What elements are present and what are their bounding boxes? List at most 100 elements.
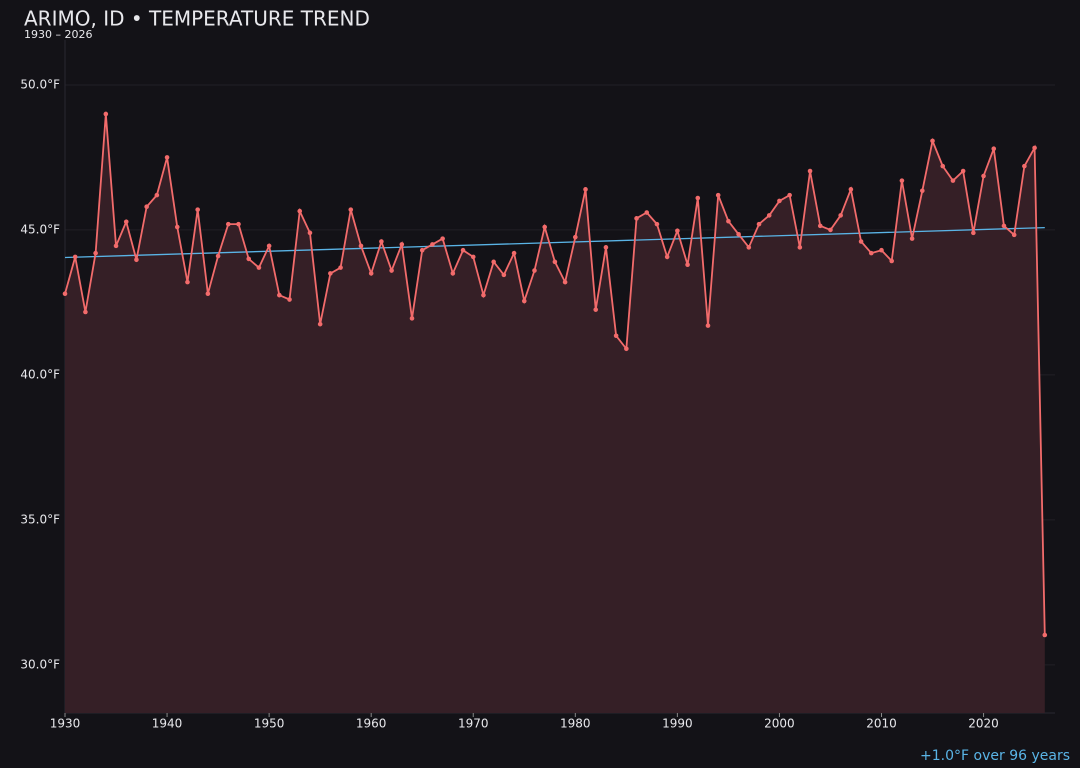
trend-annotation: +1.0°F over 96 years — [920, 748, 1070, 764]
point — [1022, 163, 1027, 169]
point — [613, 333, 619, 339]
point — [675, 228, 680, 234]
x-tick-label: 1960 — [356, 717, 387, 731]
point — [460, 247, 466, 253]
point — [511, 250, 517, 256]
point — [583, 187, 588, 192]
y-tick-label: 50.0°F — [20, 77, 60, 91]
point — [797, 245, 803, 250]
point — [307, 230, 313, 236]
point — [909, 236, 915, 241]
point — [930, 138, 935, 144]
point — [817, 223, 823, 229]
point — [889, 258, 895, 264]
point — [521, 298, 527, 304]
point — [1042, 632, 1048, 638]
point — [83, 309, 88, 315]
point — [123, 219, 129, 225]
point — [358, 243, 364, 249]
point — [103, 111, 109, 117]
point — [501, 272, 507, 278]
point — [858, 239, 864, 244]
point — [552, 259, 558, 265]
point — [573, 234, 578, 240]
point — [379, 239, 384, 244]
point — [562, 279, 568, 285]
point — [154, 192, 160, 198]
point — [205, 291, 211, 297]
chart-title: ARIMO, ID • TEMPERATURE TREND — [24, 7, 370, 31]
point — [715, 192, 721, 198]
point — [532, 268, 537, 273]
point — [72, 254, 78, 260]
chart-subtitle: 1930 – 2026 — [24, 28, 92, 41]
point — [297, 208, 303, 214]
point — [430, 242, 435, 247]
point — [766, 213, 772, 218]
point — [756, 221, 762, 227]
point — [277, 292, 282, 298]
x-tick-label: 1940 — [152, 717, 183, 731]
x-tick-label: 1930 — [50, 717, 81, 731]
point — [185, 279, 190, 285]
point — [389, 268, 394, 273]
point — [399, 242, 405, 247]
point — [899, 178, 905, 183]
point — [838, 213, 843, 218]
point — [695, 195, 701, 201]
y-tick-label: 30.0°F — [20, 657, 60, 671]
point — [879, 247, 884, 253]
point — [868, 250, 874, 256]
point — [624, 346, 629, 352]
point — [62, 291, 68, 297]
point — [828, 227, 833, 233]
point — [644, 210, 650, 215]
area — [65, 113, 1045, 713]
point — [328, 271, 333, 276]
point — [981, 173, 986, 179]
point — [266, 243, 272, 249]
point — [736, 231, 741, 237]
point — [409, 316, 415, 321]
point — [317, 321, 323, 327]
y-tick-label: 35.0°F — [20, 512, 60, 526]
point — [705, 323, 711, 328]
point — [236, 221, 241, 227]
point — [256, 265, 262, 270]
point — [685, 262, 690, 268]
point — [491, 259, 496, 265]
x-tick-label: 2000 — [764, 717, 795, 731]
point — [440, 236, 445, 241]
point — [664, 254, 670, 260]
point — [654, 221, 660, 227]
trend-line — [64, 226, 1045, 259]
point — [144, 204, 149, 210]
point — [225, 221, 231, 227]
point — [634, 216, 639, 221]
x-tick-label: 1950 — [254, 717, 285, 731]
y-tick-label: 40.0°F — [20, 367, 60, 381]
point — [113, 243, 119, 249]
point — [950, 178, 956, 183]
point — [787, 192, 792, 198]
point — [348, 207, 354, 212]
x-tick-label: 1980 — [560, 717, 591, 731]
point — [777, 198, 782, 204]
point — [542, 224, 547, 230]
point — [726, 218, 731, 224]
point — [195, 207, 200, 212]
point — [848, 187, 854, 192]
point — [164, 155, 170, 160]
point — [1011, 232, 1017, 238]
point — [807, 168, 813, 174]
x-tick-label: 1990 — [662, 717, 693, 731]
point — [920, 188, 925, 194]
point — [287, 297, 292, 302]
point — [1001, 223, 1007, 229]
point — [603, 245, 609, 250]
point — [971, 230, 976, 236]
point — [746, 245, 752, 250]
point — [338, 265, 343, 270]
point — [470, 254, 476, 260]
